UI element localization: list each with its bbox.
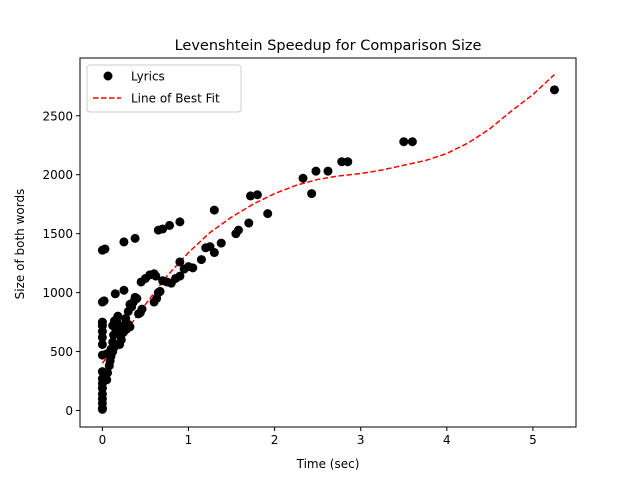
lyrics-data-point bbox=[246, 191, 255, 201]
lyrics-data-point bbox=[103, 368, 113, 378]
lyrics-data-point bbox=[175, 217, 185, 227]
lyrics-data-point bbox=[298, 173, 308, 183]
lyrics-data-point bbox=[196, 255, 206, 265]
legend-label-best-fit: Line of Best Fit bbox=[131, 92, 220, 106]
x-tick-label: 1 bbox=[185, 433, 193, 447]
plot-frame bbox=[79, 57, 577, 428]
legend-marker-lyrics bbox=[103, 71, 113, 81]
lyrics-data-point bbox=[106, 344, 116, 354]
lyrics-data-point bbox=[323, 166, 333, 176]
x-tick-label: 2 bbox=[271, 433, 279, 447]
lyrics-data-point bbox=[175, 271, 185, 281]
lyrics-data-point bbox=[97, 317, 107, 327]
x-tick-label: 5 bbox=[529, 433, 537, 447]
lyrics-data-point bbox=[263, 209, 273, 219]
lyrics-data-point bbox=[110, 289, 120, 299]
x-tick-label: 3 bbox=[357, 433, 365, 447]
lyrics-data-point bbox=[132, 294, 142, 303]
lyrics-data-point bbox=[311, 166, 321, 176]
lyrics-data-point bbox=[407, 137, 417, 147]
lyrics-data-point bbox=[158, 224, 168, 234]
lyrics-data-point bbox=[175, 257, 185, 267]
lyrics-data-point bbox=[343, 157, 353, 167]
lyrics-data-point bbox=[165, 220, 175, 230]
legend-frame bbox=[86, 64, 242, 113]
lyrics-data-point bbox=[209, 248, 219, 258]
x-axis-label: Time (sec) bbox=[296, 457, 360, 471]
lyrics-data-point bbox=[97, 339, 107, 349]
legend-label-lyrics: Lyrics bbox=[131, 70, 165, 84]
lyrics-data-point bbox=[399, 137, 409, 147]
y-tick-label: 0 bbox=[65, 404, 73, 418]
chart-title: Levenshtein Speedup for Comparison Size bbox=[175, 38, 482, 54]
lyrics-data-point bbox=[102, 375, 112, 385]
lyrics-data-point bbox=[151, 271, 161, 281]
lyrics-data-point bbox=[244, 218, 254, 228]
lyrics-data-point bbox=[125, 322, 135, 332]
y-tick-label: 1000 bbox=[42, 286, 73, 300]
lyrics-data-point bbox=[137, 304, 147, 314]
lyrics-data-point bbox=[188, 263, 198, 273]
lyrics-data-point bbox=[119, 285, 129, 295]
axes: 0 1 2 3 4 5 0 500 1000 1500 2000 2500 bbox=[42, 57, 577, 447]
plot-area bbox=[97, 73, 559, 414]
lyrics-data-point bbox=[108, 337, 118, 347]
y-axis-label: Size of both words bbox=[13, 189, 27, 300]
x-tick-label: 0 bbox=[99, 433, 107, 447]
legend: Lyrics Line of Best Fit bbox=[86, 64, 242, 113]
y-tick-label: 2500 bbox=[42, 109, 73, 123]
y-tick-label: 1500 bbox=[42, 227, 73, 241]
lyrics-data-point bbox=[209, 205, 219, 215]
y-tick-label: 500 bbox=[50, 345, 73, 359]
x-tick-label: 4 bbox=[443, 433, 451, 447]
lyrics-data-point bbox=[130, 233, 140, 243]
lyrics-data-point bbox=[307, 189, 317, 199]
y-tick-label: 2000 bbox=[42, 168, 73, 182]
lyrics-data-point bbox=[155, 286, 165, 296]
lyrics-data-point bbox=[100, 244, 110, 254]
lyrics-data-point bbox=[119, 237, 129, 247]
lyrics-data-point bbox=[109, 316, 119, 326]
lyrics-data-point bbox=[233, 225, 243, 235]
lyrics-data-point bbox=[549, 85, 559, 95]
lyrics-data-point bbox=[99, 296, 109, 306]
lyrics-data-point bbox=[216, 238, 226, 248]
lyrics-data-point bbox=[252, 190, 262, 200]
